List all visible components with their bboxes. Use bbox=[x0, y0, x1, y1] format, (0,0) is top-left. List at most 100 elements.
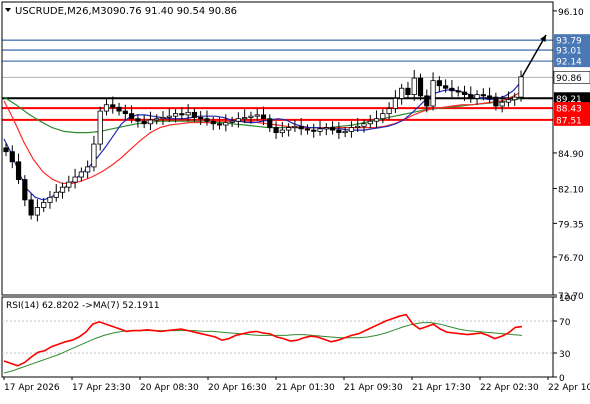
x-tick-label: 21 Apr 09:30 bbox=[344, 383, 403, 393]
candle bbox=[380, 113, 386, 120]
level-label-box bbox=[554, 102, 590, 115]
candle bbox=[348, 127, 355, 132]
rsi-ma-line bbox=[3, 322, 523, 374]
candle bbox=[267, 118, 273, 128]
candle bbox=[355, 125, 361, 128]
candle bbox=[160, 117, 166, 120]
candle bbox=[242, 117, 248, 120]
candle bbox=[436, 80, 442, 87]
candles-layer bbox=[3, 69, 524, 222]
candle bbox=[298, 125, 304, 130]
candle bbox=[405, 87, 411, 95]
x-tick-label: 17 Apr 23:30 bbox=[72, 383, 131, 393]
candle bbox=[141, 120, 147, 125]
candle bbox=[248, 115, 254, 118]
y-tick-label: 96.10 bbox=[558, 8, 584, 18]
frame-layer bbox=[1, 1, 554, 378]
rsi-y-tick-label: 70 bbox=[559, 318, 571, 328]
candle bbox=[468, 94, 474, 99]
candle bbox=[91, 143, 97, 168]
y-tick-label: 79.35 bbox=[558, 220, 584, 230]
level-label-box bbox=[554, 113, 590, 126]
candle bbox=[260, 114, 267, 120]
candle bbox=[304, 128, 311, 131]
candle bbox=[367, 120, 373, 125]
rsi-title: RSI(14) 62.8202 ->MA(7) 52.1911 bbox=[6, 301, 160, 311]
y-tick-label: 73.70 bbox=[558, 292, 584, 302]
candle bbox=[223, 122, 229, 126]
moving-averages-layer bbox=[3, 81, 522, 201]
candle bbox=[292, 125, 298, 128]
current-price-label: 90.86 bbox=[556, 74, 582, 84]
level-label-box bbox=[554, 34, 590, 47]
x-tick-label: 20 Apr 08:30 bbox=[140, 383, 199, 393]
level-label-box bbox=[554, 44, 590, 57]
candle bbox=[9, 151, 15, 163]
candle bbox=[41, 202, 47, 208]
candle bbox=[3, 147, 9, 153]
current-price-box bbox=[553, 71, 590, 84]
projection-arrow-head bbox=[540, 34, 546, 42]
projection-layer bbox=[521, 34, 547, 78]
y-tick-label: 84.90 bbox=[558, 150, 584, 160]
candle bbox=[229, 120, 235, 123]
candle bbox=[399, 87, 405, 99]
candle bbox=[286, 127, 292, 131]
candle bbox=[336, 129, 342, 134]
axis-layer: 96.10 84.90 82.10 79.35 76.70 73.70 17 Apr 202… bbox=[3, 8, 590, 393]
candle bbox=[386, 108, 392, 115]
level-label: 93.79 bbox=[556, 37, 582, 47]
level-label: 87.51 bbox=[556, 116, 582, 126]
rsi-frame bbox=[1, 296, 554, 378]
level-label-box bbox=[554, 92, 590, 105]
rsi-panel: 100 70 30 0 RSI(14) 62.8202 ->MA(7) 52.1911 bbox=[2, 294, 576, 384]
candle bbox=[361, 123, 367, 127]
candle bbox=[47, 196, 53, 203]
candle bbox=[342, 130, 348, 134]
candle bbox=[411, 77, 417, 95]
candle bbox=[329, 127, 336, 131]
candle bbox=[22, 179, 28, 201]
candle bbox=[461, 91, 468, 95]
rsi-y-tick-label: 30 bbox=[559, 350, 571, 360]
rsi-line bbox=[3, 313, 523, 367]
candle bbox=[486, 95, 493, 98]
candle bbox=[135, 118, 141, 122]
candle bbox=[474, 94, 480, 99]
symbol-label: USCRUDE,M26,M30 bbox=[15, 6, 113, 17]
candle bbox=[204, 118, 210, 122]
candle bbox=[66, 181, 72, 188]
candle bbox=[311, 129, 317, 132]
candle bbox=[392, 97, 398, 109]
candle bbox=[78, 171, 84, 178]
candle bbox=[449, 87, 455, 92]
y-tick-label: 82.10 bbox=[558, 185, 584, 195]
candle bbox=[505, 99, 512, 103]
candle bbox=[28, 199, 34, 216]
x-tick-label: 21 Apr 01:30 bbox=[276, 383, 335, 393]
ma-medium-line bbox=[3, 91, 522, 184]
candle bbox=[424, 95, 430, 107]
candle bbox=[147, 119, 154, 125]
x-tick-label: 21 Apr 17:30 bbox=[412, 383, 471, 393]
candle bbox=[430, 80, 436, 107]
x-tick-label: 20 Apr 16:30 bbox=[208, 383, 267, 393]
candle bbox=[210, 120, 216, 125]
ma-fast-line bbox=[3, 81, 522, 201]
candle bbox=[166, 115, 172, 118]
candle bbox=[455, 90, 461, 93]
rsi-y-tick-label: 0 bbox=[559, 374, 565, 384]
level-label: 93.01 bbox=[556, 47, 582, 57]
level-label: 89.21 bbox=[556, 95, 582, 105]
candle bbox=[317, 128, 323, 132]
candle bbox=[499, 101, 505, 107]
candle bbox=[15, 161, 22, 180]
candle bbox=[172, 113, 179, 117]
level-label: 92.14 bbox=[556, 58, 582, 68]
candle bbox=[85, 166, 91, 173]
triangle-down-icon[interactable] bbox=[5, 8, 11, 12]
candle bbox=[53, 191, 59, 198]
candle bbox=[216, 123, 223, 126]
candle bbox=[59, 186, 66, 193]
